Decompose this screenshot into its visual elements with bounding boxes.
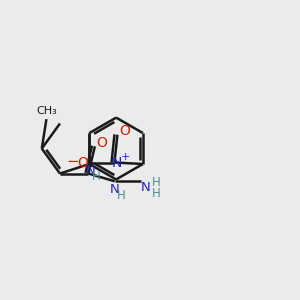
- Text: H: H: [152, 176, 161, 189]
- Text: −: −: [67, 154, 79, 169]
- Text: N: N: [86, 164, 96, 177]
- Text: N: N: [112, 155, 122, 170]
- Text: CH₃: CH₃: [37, 106, 57, 116]
- Text: O: O: [78, 155, 88, 170]
- Text: O: O: [119, 124, 130, 138]
- Text: H: H: [117, 190, 126, 202]
- Text: N: N: [141, 181, 151, 194]
- Text: H: H: [92, 170, 101, 183]
- Text: +: +: [121, 152, 130, 162]
- Text: O: O: [96, 136, 107, 150]
- Text: H: H: [152, 187, 161, 200]
- Text: N: N: [110, 183, 120, 196]
